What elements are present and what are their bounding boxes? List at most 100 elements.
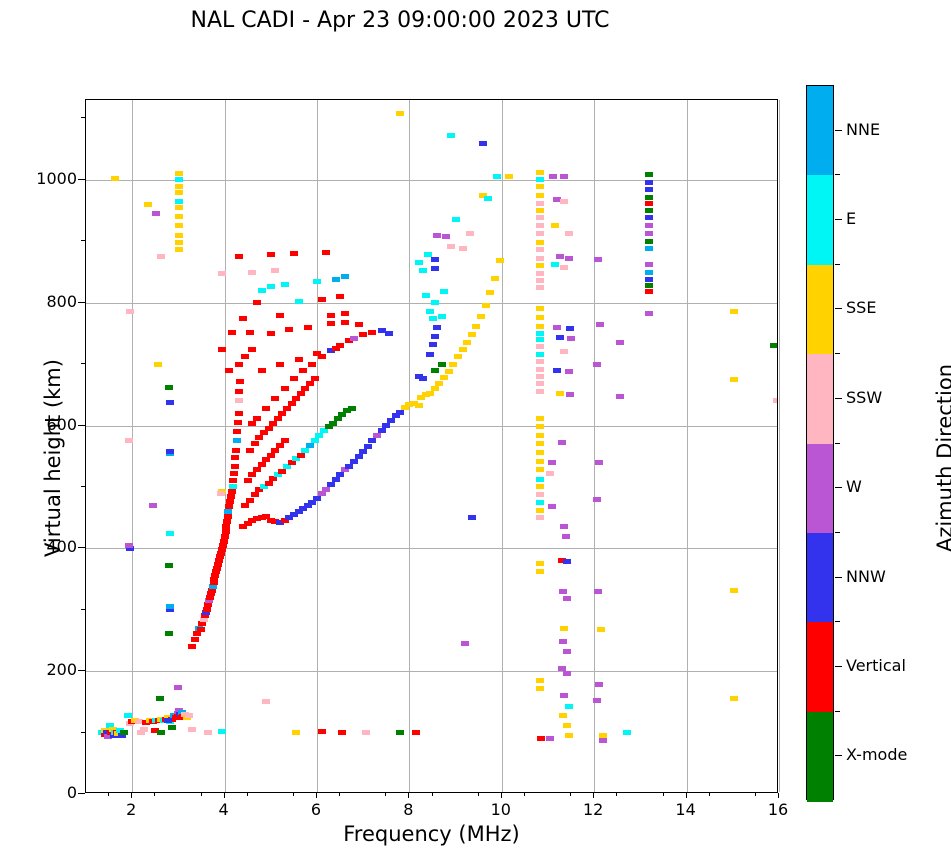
data-point: [218, 543, 227, 549]
y-axis-tick: [78, 670, 85, 672]
x-axis-tick: [685, 793, 687, 798]
data-point: [184, 712, 193, 718]
x-axis-minor-tick: [108, 793, 110, 796]
data-point: [289, 512, 298, 518]
colorbar-tick: [835, 576, 842, 578]
data-point: [271, 519, 280, 525]
x-axis-tick-label: 14: [675, 800, 696, 819]
data-point: [477, 313, 485, 319]
data-point: [283, 463, 291, 469]
data-point: [280, 281, 289, 287]
data-point: [243, 521, 252, 527]
data-point: [458, 246, 467, 252]
colorbar-segment-vertical[interactable]: [807, 622, 833, 713]
gridline-horizontal: [86, 548, 777, 550]
data-point: [248, 346, 257, 352]
data-point: [535, 270, 544, 276]
data-point: [273, 472, 282, 478]
data-point: [207, 587, 216, 593]
data-point: [428, 341, 437, 347]
data-point: [175, 171, 184, 177]
gridline-vertical: [686, 100, 688, 792]
data-point: [204, 730, 213, 736]
colorbar-label-e: E: [846, 209, 857, 229]
data-point: [384, 330, 393, 336]
y-axis-tick: [78, 424, 85, 426]
data-point: [535, 432, 544, 438]
colorbar-label-x-mode: X-mode: [846, 745, 908, 765]
data-point: [553, 197, 562, 202]
colorbar-segment-nnw[interactable]: [807, 532, 833, 623]
data-point: [175, 247, 184, 253]
colorbar-segment-sse[interactable]: [807, 264, 833, 355]
data-point: [535, 685, 544, 691]
x-axis-minor-tick: [292, 793, 294, 796]
data-point: [296, 452, 305, 458]
data-point: [125, 309, 134, 315]
data-point: [535, 424, 544, 430]
data-point: [280, 437, 289, 443]
y-axis-tick-label: 0: [66, 783, 77, 802]
data-point: [535, 500, 544, 506]
x-axis-tick: [223, 793, 225, 798]
data-point: [592, 698, 601, 704]
data-point: [225, 504, 234, 510]
data-point: [535, 337, 544, 342]
data-point: [644, 194, 653, 200]
data-point: [467, 515, 476, 521]
data-point: [555, 334, 564, 340]
colorbar-segment-e[interactable]: [807, 175, 833, 266]
data-point: [535, 215, 544, 221]
y-axis-tick-label: 1000: [36, 168, 77, 188]
data-point: [426, 352, 435, 358]
data-point: [292, 456, 301, 462]
data-point: [598, 737, 607, 743]
data-point: [548, 174, 557, 180]
data-point: [228, 484, 237, 490]
colorbar-tick: [835, 308, 842, 310]
colorbar-label-sse: SSE: [846, 298, 877, 318]
data-point: [252, 300, 261, 306]
data-point: [396, 730, 405, 736]
data-point: [535, 467, 544, 473]
data-point: [234, 410, 243, 416]
data-point: [204, 602, 212, 608]
data-point: [599, 733, 608, 739]
data-point: [555, 391, 564, 397]
data-point: [153, 361, 162, 367]
data-point: [535, 561, 544, 567]
colorbar-tick: [835, 129, 842, 131]
data-point: [175, 223, 184, 229]
data-point: [564, 369, 573, 374]
data-point: [322, 486, 331, 492]
data-point: [278, 410, 287, 416]
data-point: [137, 730, 146, 736]
data-point: [467, 332, 476, 338]
data-point: [561, 533, 570, 539]
data-point: [479, 192, 488, 198]
data-point: [594, 459, 603, 465]
data-point: [535, 263, 544, 269]
data-point: [564, 704, 573, 710]
x-axis-tick-label: 12: [583, 800, 604, 819]
colorbar-segment-nne[interactable]: [807, 86, 833, 176]
data-point: [102, 730, 111, 736]
data-point: [426, 308, 435, 314]
data-point: [209, 580, 218, 586]
data-point: [235, 389, 244, 395]
data-point: [296, 391, 305, 397]
y-axis-tick-label: 200: [46, 660, 77, 680]
data-point: [490, 275, 499, 281]
colorbar-segment-ssw[interactable]: [807, 354, 833, 445]
colorbar-segment-w[interactable]: [807, 443, 833, 534]
data-point: [310, 376, 319, 382]
data-point: [241, 354, 250, 360]
data-point: [203, 607, 211, 613]
colorbar-segment-x-mode[interactable]: [807, 711, 833, 802]
data-point: [535, 450, 544, 455]
data-point: [472, 323, 481, 329]
data-point: [228, 489, 236, 495]
data-point: [340, 311, 349, 317]
data-point: [223, 518, 232, 524]
gridline-vertical: [594, 100, 596, 792]
